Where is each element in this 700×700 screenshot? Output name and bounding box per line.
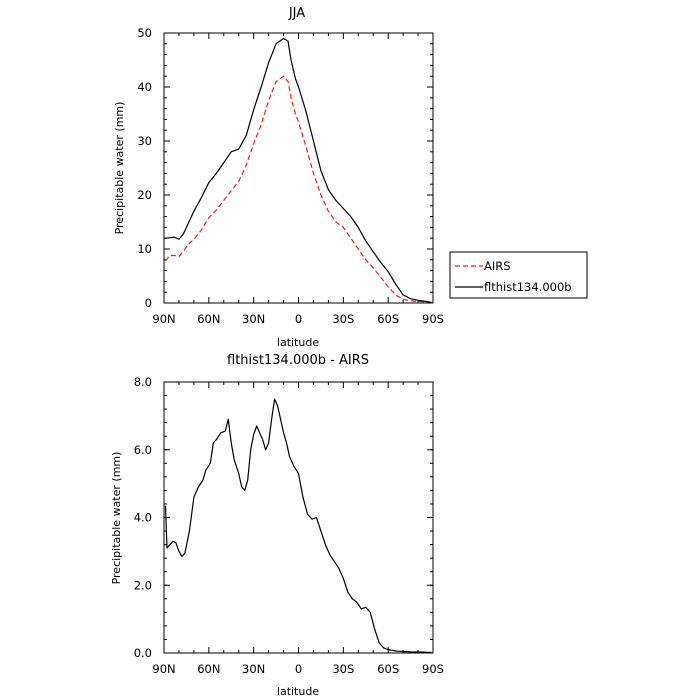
top-tick-labels: 90N 60N 30N 0 30S 60S 90S 0 10 20 30 40 50 — [137, 26, 444, 326]
top-y-tick-label: 0 — [145, 296, 152, 310]
bottom-y-tick-label: 8.0 — [134, 375, 152, 389]
top-y-tick-label: 50 — [137, 26, 152, 40]
bottom-x-tick-label: 30S — [332, 662, 354, 676]
top-x-tick-label: 90N — [152, 312, 175, 326]
top-x-axis-label: latitude — [277, 336, 319, 349]
top-y-tick-label: 10 — [137, 242, 152, 256]
top-series-line-0 — [165, 75, 432, 304]
bottom-x-tick-label: 30N — [242, 662, 265, 676]
bottom-chart-title: flthist134.000b - AIRS — [227, 353, 369, 368]
bottom-panel: flthist134.000b - AIRS 90N 60N 30N 0 30S 60S 9… — [110, 353, 444, 698]
top-x-tick-label: 30N — [242, 312, 265, 326]
top-plot-frame — [163, 32, 434, 304]
bottom-x-axis-label: latitude — [277, 685, 319, 698]
bottom-y-axis-label: Precipitable water (mm) — [110, 452, 123, 585]
bottom-x-tick-label: 0 — [295, 662, 302, 676]
bottom-y-tick-label: 4.0 — [134, 511, 152, 525]
legend-label-model: flthist134.000b — [484, 280, 572, 294]
top-axes — [163, 32, 434, 304]
bottom-x-tick-label: 60N — [197, 662, 220, 676]
top-y-tick-label: 30 — [137, 134, 152, 148]
top-x-tick-label: 30S — [332, 312, 354, 326]
bottom-axes — [163, 381, 434, 654]
bottom-y-tick-label: 0.0 — [134, 646, 152, 660]
bottom-series — [164, 398, 432, 653]
bottom-plot-frame — [163, 381, 434, 654]
top-panel: JJA 90N 60N 30N 0 30S 60S 90S 0 10 20 30 40 50 latit… — [113, 6, 444, 349]
top-x-tick-label: 60N — [197, 312, 220, 326]
top-y-axis-label: Precipitable water (mm) — [113, 102, 126, 235]
legend-box — [449, 251, 588, 299]
bottom-y-tick-label: 2.0 — [134, 578, 152, 592]
legend: AIRS flthist134.000b — [449, 251, 588, 299]
bottom-tick-labels: 90N 60N 30N 0 30S 60S 90S 0.0 2.0 4.0 6.0 8.0 — [134, 375, 444, 676]
bottom-y-tick-label: 6.0 — [134, 443, 152, 457]
top-series-line-1 — [165, 37, 432, 304]
bottom-x-tick-label: 90S — [422, 662, 444, 676]
bottom-x-tick-label: 60S — [377, 662, 399, 676]
top-chart-title: JJA — [288, 6, 305, 21]
top-y-tick-label: 20 — [137, 188, 152, 202]
top-x-tick-label: 60S — [377, 312, 399, 326]
bottom-series-line-0 — [164, 398, 432, 653]
top-x-tick-label: 0 — [295, 312, 302, 326]
legend-label-airs: AIRS — [484, 259, 511, 273]
top-y-tick-label: 40 — [137, 80, 152, 94]
top-series — [165, 37, 432, 304]
bottom-x-tick-label: 90N — [152, 662, 175, 676]
top-x-tick-label: 90S — [422, 312, 444, 326]
